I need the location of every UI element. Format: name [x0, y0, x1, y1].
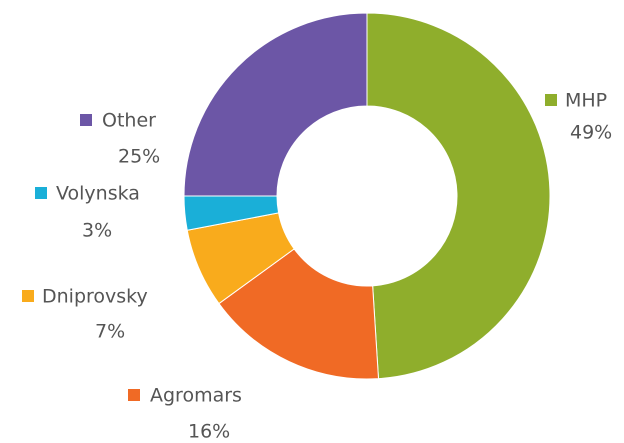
legend-swatch [22, 290, 34, 302]
legend-swatch [545, 94, 557, 106]
slice-value-label: 49% [570, 122, 612, 144]
slice-value-label: 7% [95, 321, 125, 343]
donut-slice [183, 12, 368, 197]
legend-swatch [128, 389, 140, 401]
slice-label: Volynska [56, 183, 140, 205]
slice-value-label: 16% [188, 421, 230, 443]
slice-value-label: 3% [82, 220, 112, 242]
slice-label: Agromars [150, 385, 242, 407]
slice-label: Dniprovsky [42, 286, 148, 308]
donut-slice [366, 12, 551, 380]
slice-label: Other [102, 110, 156, 132]
slice-value-label: 25% [118, 146, 160, 168]
slice-label: MHP [565, 90, 607, 112]
legend-swatch [80, 114, 92, 126]
legend-swatch [35, 187, 47, 199]
donut-slice [218, 248, 380, 380]
